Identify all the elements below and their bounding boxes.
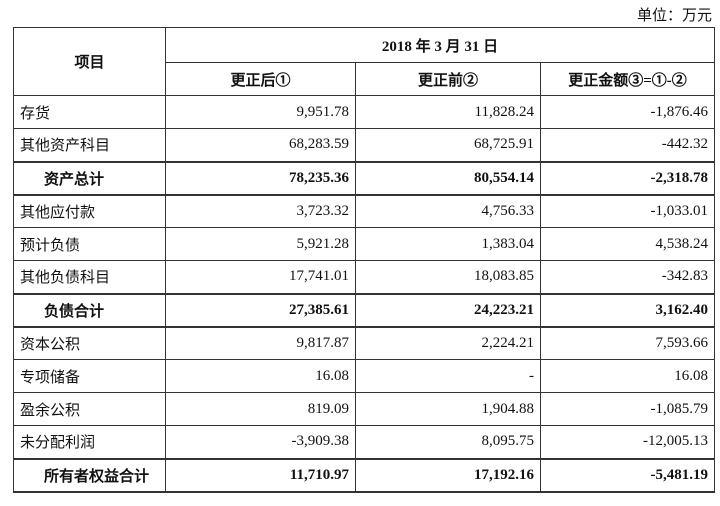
cell-value: 2,224.21: [355, 326, 541, 360]
header-item: 项目: [13, 27, 166, 96]
cell-value: -5,481.19: [539, 457, 716, 493]
table-row: 所有者权益合计 11,710.97 17,192.16 -5,481.19: [13, 457, 716, 493]
cell-value: 17,741.01: [165, 260, 356, 294]
header-col: 更正金额③=①-②: [539, 62, 716, 96]
cell-value: 17,192.16: [355, 457, 541, 493]
table-row: 未分配利润 -3,909.38 8,095.75 -12,005.13: [13, 425, 716, 459]
cell-value: 819.09: [165, 392, 356, 426]
row-label: 其他负债科目: [13, 260, 166, 294]
cell-value: 27,385.61: [165, 292, 356, 328]
cell-value: 68,283.59: [165, 128, 356, 162]
row-label: 专项储备: [13, 359, 166, 393]
cell-value: 1,904.88: [355, 392, 541, 426]
row-label: 资本公积: [13, 326, 166, 360]
cell-value: 5,921.28: [165, 227, 356, 261]
cell-value: 1,383.04: [355, 227, 541, 261]
cell-value: -342.83: [539, 260, 716, 294]
table-row: 资产总计 78,235.36 80,554.14 -2,318.78: [13, 160, 716, 196]
table-row: 盈余公积 819.09 1,904.88 -1,085.79: [13, 392, 716, 426]
table-body: 存货 9,951.78 11,828.24 -1,876.46 其他资产科目 68,283…: [13, 95, 716, 493]
unit-label: 单位：万元: [636, 8, 712, 24]
cell-value: 68,725.91: [355, 128, 541, 162]
cell-value: 80,554.14: [355, 160, 541, 196]
row-label: 盈余公积: [13, 392, 166, 426]
cell-value: 16.08: [539, 359, 716, 393]
cell-value: 9,817.87: [165, 326, 356, 360]
cell-value: 11,828.24: [355, 95, 541, 129]
cell-value: 24,223.21: [355, 292, 541, 328]
cell-value: 16.08: [165, 359, 356, 393]
table-row: 资本公积 9,817.87 2,224.21 7,593.66: [13, 326, 716, 360]
header-date: 2018 年 3 月 31 日: [164, 27, 716, 63]
row-label: 未分配利润: [13, 425, 166, 459]
header-col: 更正后①: [165, 62, 356, 96]
cell-value: -1,033.01: [539, 194, 716, 228]
cell-value: 4,538.24: [539, 227, 716, 261]
cell-value: 7,593.66: [539, 326, 716, 360]
cell-value: 78,235.36: [165, 160, 356, 196]
table-row: 其他负债科目 17,741.01 18,083.85 -342.83: [13, 260, 716, 294]
cell-value: 9,951.78: [165, 95, 356, 129]
row-label: 其他应付款: [13, 194, 166, 228]
cell-value: 3,162.40: [539, 292, 716, 328]
row-label: 负债合计: [13, 292, 166, 328]
cell-value: -3,909.38: [165, 425, 356, 459]
cell-value: -1,876.46: [539, 95, 716, 129]
row-label: 预计负债: [13, 227, 166, 261]
cell-value: -: [355, 359, 541, 393]
balance-table: 项目 2018 年 3 月 31 日 更正后① 更正前② 更正金额③=①-② 存…: [13, 27, 716, 493]
cell-value: -442.32: [539, 128, 716, 162]
row-label: 资产总计: [13, 160, 166, 196]
cell-value: -1,085.79: [539, 392, 716, 426]
cell-value: 8,095.75: [355, 425, 541, 459]
table-row: 预计负债 5,921.28 1,383.04 4,538.24: [13, 227, 716, 261]
cell-value: -12,005.13: [539, 425, 716, 459]
header-col: 更正前②: [355, 62, 541, 96]
table-row: 存货 9,951.78 11,828.24 -1,876.46: [13, 95, 716, 129]
row-label: 存货: [13, 95, 166, 129]
cell-value: -2,318.78: [539, 160, 716, 196]
table-row: 负债合计 27,385.61 24,223.21 3,162.40: [13, 292, 716, 328]
row-label: 所有者权益合计: [13, 457, 166, 493]
cell-value: 11,710.97: [165, 457, 356, 493]
row-label: 其他资产科目: [13, 128, 166, 162]
table-row: 其他资产科目 68,283.59 68,725.91 -442.32: [13, 128, 716, 162]
table-row: 专项储备 16.08-16.08: [13, 359, 716, 393]
cell-value: 3,723.32: [165, 194, 356, 228]
cell-value: 18,083.85: [355, 260, 541, 294]
cell-value: 4,756.33: [355, 194, 541, 228]
table-row: 其他应付款 3,723.32 4,756.33 -1,033.01: [13, 194, 716, 228]
